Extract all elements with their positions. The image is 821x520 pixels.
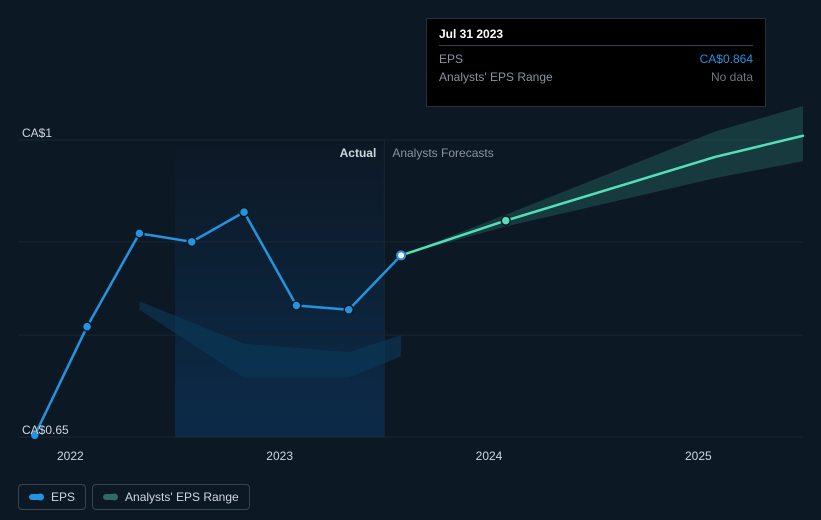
y-axis-label: CA$1	[22, 126, 52, 140]
legend-swatch-icon	[103, 494, 117, 500]
zone-label-forecast: Analysts Forecasts	[392, 146, 493, 160]
legend-swatch-icon	[29, 494, 43, 500]
x-axis-label: 2025	[685, 449, 712, 463]
tooltip-title: Jul 31 2023	[439, 27, 753, 46]
legend-label: EPS	[51, 490, 75, 504]
x-axis-label: 2023	[266, 449, 293, 463]
x-axis-label: 2022	[57, 449, 84, 463]
tooltip-label: EPS	[439, 50, 463, 68]
chart-legend: EPS Analysts' EPS Range	[18, 484, 250, 510]
legend-item-eps-range[interactable]: Analysts' EPS Range	[92, 484, 250, 510]
tooltip-value: CA$0.864	[700, 50, 753, 68]
y-axis-label: CA$0.65	[22, 423, 69, 437]
eps-chart: Jul 31 2023 EPS CA$0.864 Analysts' EPS R…	[0, 0, 821, 520]
tooltip-label: Analysts' EPS Range	[439, 68, 553, 86]
x-axis-label: 2024	[476, 449, 503, 463]
legend-label: Analysts' EPS Range	[125, 490, 239, 504]
legend-item-eps[interactable]: EPS	[18, 484, 86, 510]
tooltip-row: EPS CA$0.864	[439, 50, 753, 68]
chart-tooltip: Jul 31 2023 EPS CA$0.864 Analysts' EPS R…	[426, 18, 766, 107]
tooltip-row: Analysts' EPS Range No data	[439, 68, 753, 86]
tooltip-value: No data	[711, 68, 753, 86]
zone-label-actual: Actual	[340, 146, 377, 160]
